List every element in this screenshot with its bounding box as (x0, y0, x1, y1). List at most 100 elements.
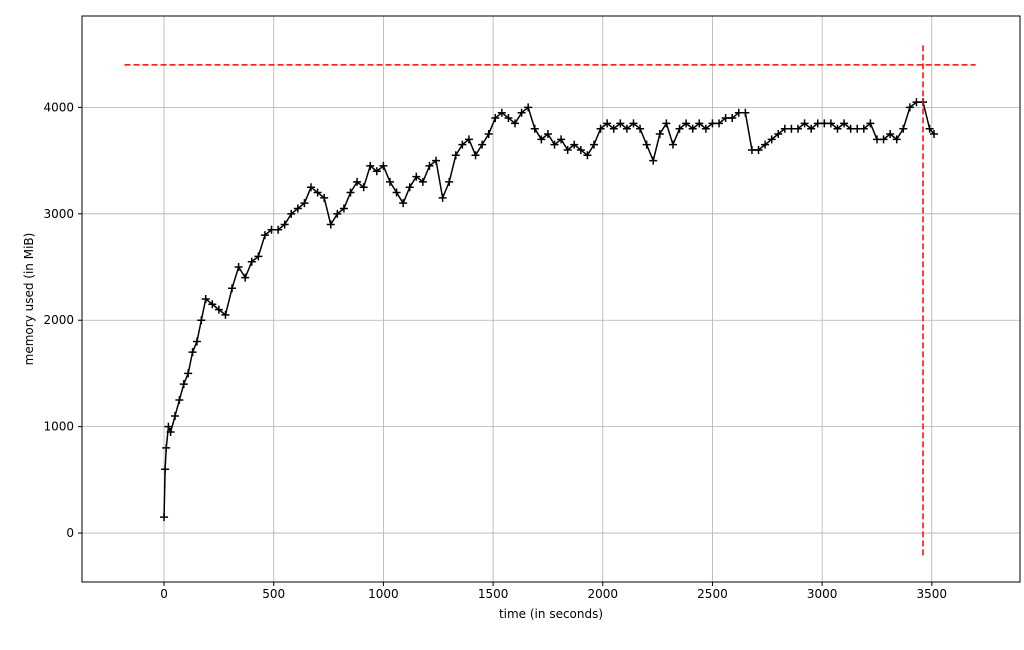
data-point (366, 161, 375, 170)
data-point (405, 183, 414, 192)
data-point (576, 145, 585, 154)
data-point (886, 130, 895, 139)
data-point (642, 140, 651, 149)
data-point (622, 124, 631, 133)
data-point (280, 220, 289, 229)
data-point (300, 199, 309, 208)
data-point (166, 427, 175, 436)
data-point (458, 140, 467, 149)
x-tick-label: 1500 (478, 587, 509, 601)
x-tick-label: 1000 (368, 587, 399, 601)
y-tick-label: 3000 (43, 207, 74, 221)
data-point (879, 135, 888, 144)
data-point (188, 348, 197, 357)
data-point (320, 193, 329, 202)
data-point (859, 124, 868, 133)
data-point (234, 263, 243, 272)
data-point (293, 204, 302, 213)
data-point (899, 124, 908, 133)
data-point (197, 316, 206, 325)
data-point (570, 140, 579, 149)
data-point (359, 183, 368, 192)
data-point (164, 422, 173, 431)
data-point (826, 119, 835, 128)
data-point (221, 310, 230, 319)
data-point (184, 369, 193, 378)
data-point (241, 273, 250, 282)
y-tick-label: 1000 (43, 420, 74, 434)
data-point (754, 145, 763, 154)
data-point (530, 124, 539, 133)
data-point (774, 130, 783, 139)
data-point (701, 124, 710, 133)
data-point (260, 231, 269, 240)
data-point (451, 151, 460, 160)
data-point (682, 119, 691, 128)
x-tick-label: 2500 (697, 587, 728, 601)
data-point (715, 119, 724, 128)
data-point (524, 103, 533, 112)
data-point (161, 465, 170, 474)
data-point (254, 252, 263, 261)
data-point (629, 119, 638, 128)
data-point (484, 130, 493, 139)
data-point (609, 124, 618, 133)
data-point (833, 124, 842, 133)
data-point (379, 161, 388, 170)
data-line (163, 101, 935, 518)
data-point (589, 140, 598, 149)
data-point (192, 337, 201, 346)
data-point (274, 225, 283, 234)
data-point (596, 124, 605, 133)
data-point (675, 124, 684, 133)
data-point (201, 294, 210, 303)
data-point (438, 193, 447, 202)
data-point (497, 108, 506, 117)
data-point (807, 124, 816, 133)
data-point (668, 140, 677, 149)
data-point (550, 140, 559, 149)
data-point (287, 209, 296, 218)
data-point (767, 135, 776, 144)
data-point (557, 135, 566, 144)
data-point (491, 114, 500, 123)
y-axis-label: memory used (in MiB) (22, 233, 36, 366)
data-point (464, 135, 473, 144)
data-point (930, 130, 939, 139)
y-tick-label: 4000 (43, 100, 74, 114)
data-point (247, 257, 256, 266)
data-point (728, 114, 737, 123)
data-point (616, 119, 625, 128)
data-point (445, 177, 454, 186)
x-axis-label: time (in seconds) (499, 607, 603, 621)
data-point (649, 156, 658, 165)
data-point (179, 380, 188, 389)
data-point (761, 140, 770, 149)
data-point (432, 156, 441, 165)
data-point (537, 135, 546, 144)
data-point (655, 130, 664, 139)
x-tick-label: 500 (262, 587, 285, 601)
data-point (688, 124, 697, 133)
x-tick-label: 3500 (917, 587, 948, 601)
data-point (208, 300, 217, 309)
x-tick-label: 3000 (807, 587, 838, 601)
data-point (517, 108, 526, 117)
data-point (583, 151, 592, 160)
data-point (603, 119, 612, 128)
data-point (346, 188, 355, 197)
data-point (794, 124, 803, 133)
plot-frame (81, 15, 1021, 583)
data-point (353, 177, 362, 186)
data-point (471, 151, 480, 160)
data-point (313, 188, 322, 197)
data-point (662, 119, 671, 128)
data-point (162, 443, 171, 452)
x-tick-label: 2000 (587, 587, 618, 601)
data-point (326, 220, 335, 229)
data-point (563, 145, 572, 154)
data-point (636, 124, 645, 133)
y-tick-label: 0 (66, 526, 74, 540)
